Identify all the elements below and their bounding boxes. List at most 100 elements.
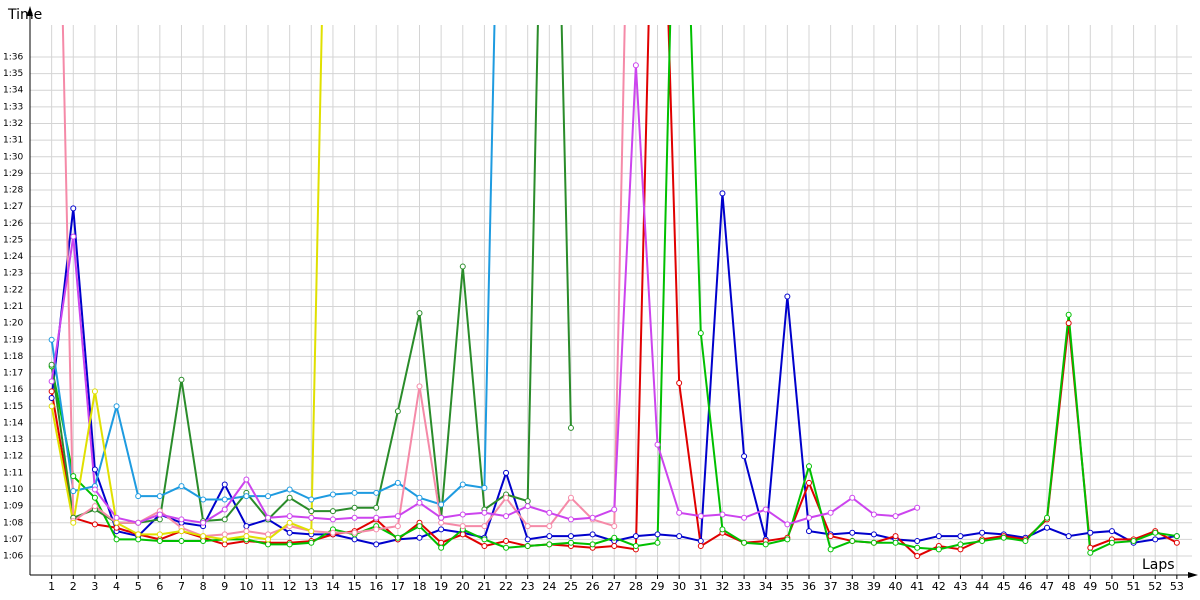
data-point [459,263,466,270]
data-point [1065,533,1072,540]
x-tick-label: 7 [178,580,185,593]
data-point [567,516,574,523]
data-point [135,531,142,538]
data-point [373,514,380,521]
data-point [719,526,726,533]
data-point [481,484,488,491]
data-point [308,539,315,546]
x-tick-label: 33 [737,580,751,593]
y-tick-label: 1:23 [3,269,23,279]
data-point [459,511,466,518]
data-point [286,494,293,501]
data-point [394,513,401,520]
data-point [849,494,856,501]
y-tick-label: 1:26 [3,219,23,229]
data-point [546,533,553,540]
x-tick-label: 18 [412,580,426,593]
data-point [243,523,250,530]
data-point [697,543,704,550]
data-point [329,516,336,523]
x-tick-label: 47 [1040,580,1054,593]
data-point [48,361,55,368]
y-tick-label: 1:08 [3,518,23,528]
y-tick-label: 1:36 [3,52,23,62]
data-point [546,523,553,530]
data-point [979,529,986,536]
data-point [892,533,899,540]
data-point [611,534,618,541]
x-tick-label: 22 [499,580,513,593]
data-point [567,424,574,431]
x-tick-label: 49 [1083,580,1097,593]
data-point [459,531,466,538]
data-point [935,533,942,540]
data-point [48,394,55,401]
x-tick-label: 37 [824,580,838,593]
x-tick-label: 42 [932,580,946,593]
x-tick-label: 41 [910,580,924,593]
data-point [243,476,250,483]
data-point [632,62,639,69]
x-tick-label: 50 [1105,580,1119,593]
y-axis-label: Time [7,7,42,23]
data-point [70,488,77,495]
data-point [524,523,531,530]
data-point [48,388,55,395]
x-tick-label: 43 [953,580,967,593]
data-point [589,531,596,538]
x-tick-label: 21 [477,580,491,593]
data-point [654,531,661,538]
data-point [394,534,401,541]
x-tick-label: 19 [434,580,448,593]
data-point [503,544,510,551]
data-point [70,205,77,212]
data-point [286,486,293,493]
x-tick-label: 44 [975,580,989,593]
data-point [91,503,98,510]
x-tick-label: 53 [1170,580,1184,593]
data-point [113,524,120,531]
data-point [611,523,618,530]
y-tick-label: 1:13 [3,435,23,445]
data-point [459,481,466,488]
data-point [178,538,185,545]
x-axis-arrow [1188,572,1198,578]
x-tick-label: 20 [456,580,470,593]
x-tick-label: 38 [845,580,859,593]
data-point [351,514,358,521]
data-point [676,380,683,387]
data-point [892,513,899,520]
data-point [1044,514,1051,521]
x-tick-label: 32 [715,580,729,593]
y-tick-label: 1:33 [3,102,23,112]
data-point [135,519,142,526]
data-point [741,453,748,460]
data-point [589,541,596,548]
data-point [91,388,98,395]
data-point [503,469,510,476]
data-point [438,539,445,546]
data-point [416,523,423,530]
data-point [1065,311,1072,318]
data-point [308,528,315,535]
y-tick-label: 1:29 [3,169,23,179]
data-point [632,543,639,550]
data-point [200,533,207,540]
data-point [416,310,423,317]
y-tick-label: 1:27 [3,202,23,212]
data-point [503,538,510,545]
x-tick-label: 46 [1018,580,1032,593]
data-point [156,511,163,518]
y-tick-label: 1:10 [3,485,23,495]
x-tick-label: 11 [261,580,275,593]
data-point [308,496,315,503]
data-point [178,528,185,535]
data-point [329,508,336,515]
x-tick-label: 17 [391,580,405,593]
y-tick-label: 1:14 [3,418,23,428]
data-point [70,233,77,240]
data-point [200,496,207,503]
y-tick-label: 1:15 [3,402,23,412]
data-point [741,539,748,546]
data-point [416,383,423,390]
